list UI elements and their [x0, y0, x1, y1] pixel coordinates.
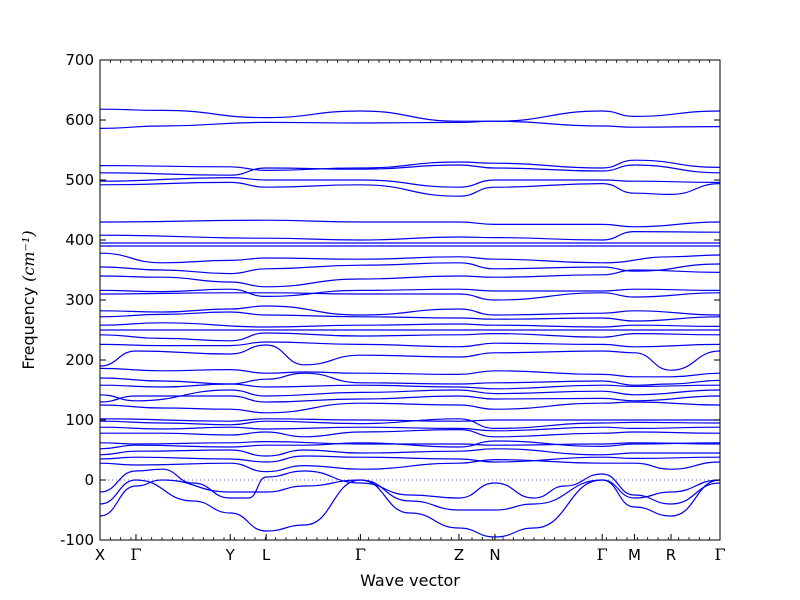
x-tick-label: Γ: [714, 545, 725, 564]
band-line-37: [99, 458, 721, 473]
y-tick-label: -100: [60, 531, 94, 549]
band-line-11: [99, 252, 721, 264]
band-line-25: [99, 383, 721, 390]
y-tick-label: 400: [65, 231, 94, 249]
y-tick-label: 600: [65, 111, 94, 129]
y-axis: -100 0 100 200 300 400 500 600 700: [60, 51, 720, 549]
band-line-21: [99, 341, 721, 348]
y-tick-label: 200: [65, 351, 94, 369]
band-line-20: [99, 332, 721, 342]
band-line-17: [99, 311, 721, 322]
band-line-32: [99, 428, 721, 438]
y-axis-label-main: Frequency: [19, 282, 38, 370]
band-line-36: [99, 455, 721, 463]
band-line-31: [99, 426, 721, 432]
band-line-33: [99, 440, 721, 446]
y-axis-label-text: Frequency (cm⁻¹): [19, 230, 38, 369]
band-line-7: [99, 219, 721, 228]
band-line-1: [99, 108, 721, 122]
y-tick-label: 500: [65, 171, 94, 189]
band-line-12: [99, 262, 721, 275]
x-tick-label: Γ: [130, 545, 141, 564]
band-series-group: [99, 108, 721, 538]
y-tick-label: 0: [84, 471, 94, 489]
x-tick-label: R: [666, 546, 676, 564]
x-tick-label: L: [262, 546, 271, 564]
band-line-3: [99, 159, 721, 172]
band-line-23: [99, 367, 721, 378]
y-tick-label: 300: [65, 291, 94, 309]
band-line-22: [99, 344, 721, 371]
band-line-6: [99, 181, 721, 197]
band-line-5: [99, 176, 721, 188]
x-tick-label: Y: [225, 546, 236, 564]
band-line-4: [99, 164, 721, 176]
x-tick-label: Z: [454, 546, 464, 564]
band-line-30: [99, 418, 721, 430]
band-line-29: [99, 418, 720, 422]
y-tick-label: 700: [65, 51, 94, 69]
x-tick-label: N: [489, 546, 500, 564]
band-line-13: [99, 269, 721, 288]
band-line-27: [99, 395, 721, 403]
y-axis-label: Frequency (cm⁻¹): [19, 230, 38, 369]
y-tick-label: 100: [65, 411, 94, 429]
band-line-14: [99, 288, 721, 298]
x-tick-label: Γ: [597, 545, 608, 564]
band-line-8: [99, 230, 721, 241]
band-line-15: [99, 292, 721, 301]
band-line-16: [99, 305, 721, 316]
band-line-39: [99, 479, 721, 517]
band-line-35: [99, 448, 720, 457]
y-axis-label-unit: (cm⁻¹): [19, 230, 38, 281]
x-tick-label: X: [95, 546, 105, 564]
band-line-18: [99, 322, 721, 328]
band-line-40: [99, 479, 721, 538]
plot-frame: [99, 59, 721, 541]
band-line-26: [99, 389, 721, 402]
band-line-24: [99, 372, 721, 386]
band-line-28: [99, 401, 721, 414]
band-line-34: [99, 440, 721, 450]
x-tick-label: Γ: [355, 545, 366, 564]
band-line-38: [99, 468, 721, 505]
band-line-2: [99, 120, 721, 129]
x-axis-label: Wave vector: [360, 571, 460, 590]
x-tick-label: M: [628, 546, 641, 564]
